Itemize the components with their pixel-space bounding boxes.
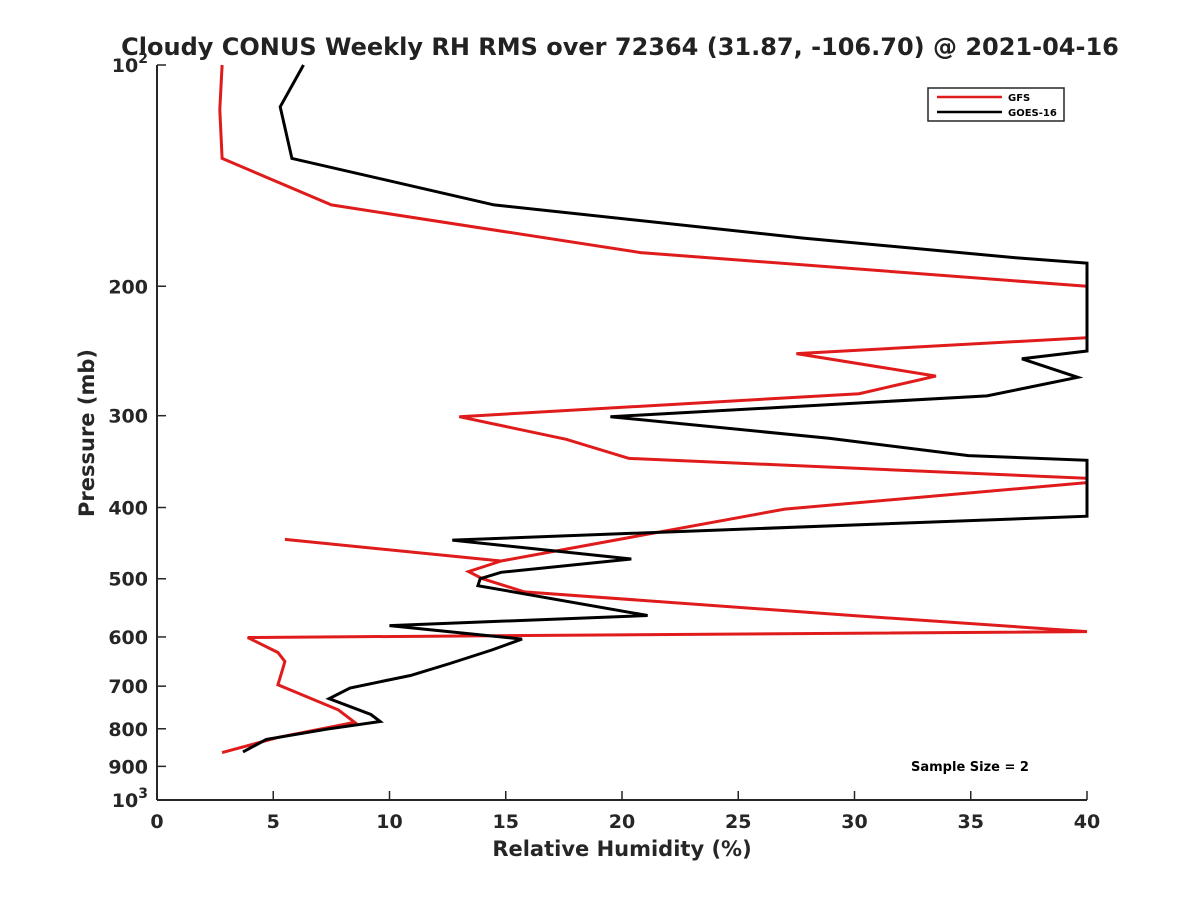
- y-tick-label: 102: [112, 51, 148, 77]
- x-tick-label: 35: [958, 811, 984, 833]
- x-tick-label: 5: [267, 811, 280, 833]
- y-tick-label: 800: [108, 719, 148, 741]
- x-tick-label: 0: [150, 811, 163, 833]
- legend-label-gfs: GFS: [1008, 93, 1030, 104]
- sample-size-annotation: Sample Size = 2: [911, 760, 1029, 775]
- x-ticks: 0 5 10 15 20 25 30 35 40: [150, 791, 1100, 833]
- y-tick-label: 103: [112, 786, 148, 812]
- y-tick-label: 900: [108, 756, 148, 778]
- legend: GFS GOES-16: [927, 87, 1065, 122]
- y-tick-label: 200: [108, 276, 148, 298]
- x-tick-label: 40: [1074, 811, 1100, 833]
- x-tick-label: 10: [376, 811, 402, 833]
- series-layer: [218, 64, 1089, 755]
- y-tick-label: 600: [108, 627, 148, 649]
- y-axis-label: Pressure (mb): [75, 349, 99, 517]
- y-tick-label: 700: [108, 676, 148, 698]
- legend-box: [927, 87, 1065, 122]
- y-tick-label: 400: [108, 498, 148, 520]
- x-tick-label: 15: [493, 811, 519, 833]
- x-axis-label: Relative Humidity (%): [492, 837, 751, 861]
- x-tick-label: 20: [609, 811, 635, 833]
- series-line-goes16: [242, 64, 1089, 754]
- legend-label-goes16: GOES-16: [1008, 108, 1057, 119]
- x-tick-label: 25: [725, 811, 751, 833]
- chart-title: Cloudy CONUS Weekly RH RMS over 72364 (3…: [121, 33, 1119, 61]
- y-ticks: 102 200 300 400 500 600 700 800 900 103: [108, 51, 166, 812]
- y-tick-label: 300: [108, 406, 148, 428]
- y-tick-label: 500: [108, 569, 148, 591]
- x-tick-label: 30: [841, 811, 867, 833]
